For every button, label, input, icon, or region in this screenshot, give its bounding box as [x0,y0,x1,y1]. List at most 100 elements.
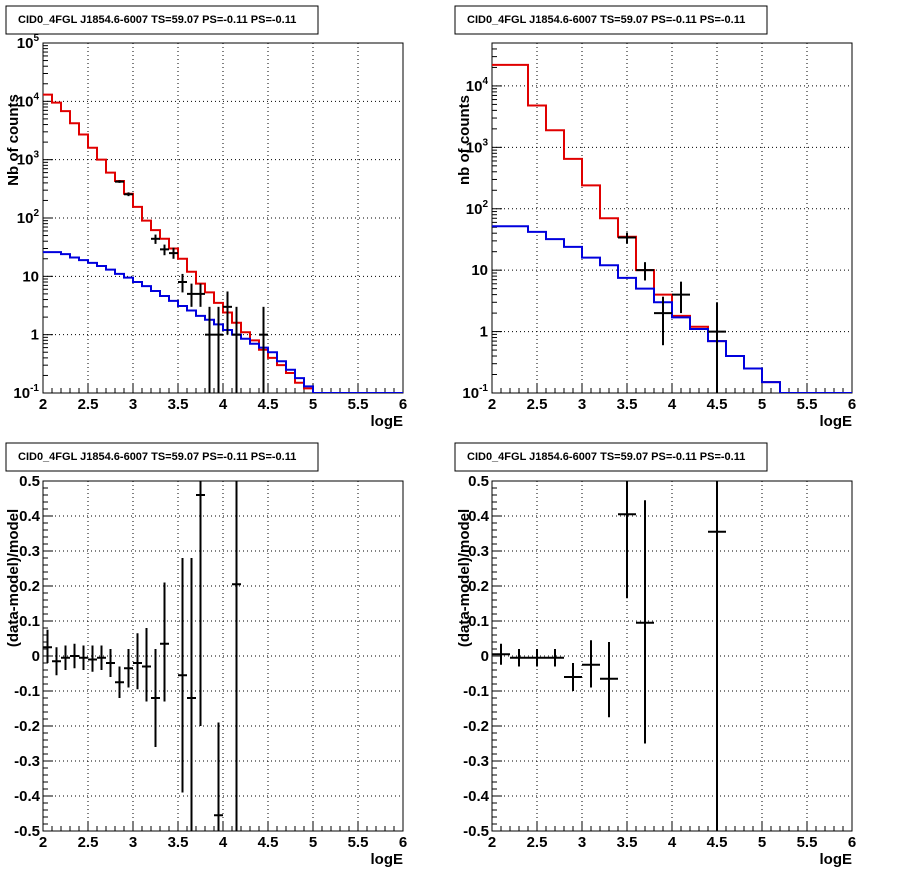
y-tick-label: 0.5 [19,473,40,490]
data-point [232,481,241,831]
x-axis-title: logE [371,851,404,868]
data-point [708,302,726,393]
y-axis-title: nb of counts [456,95,473,185]
x-tick-label: 3.5 [617,834,638,851]
data-points [618,232,726,393]
x-tick-label: 4.5 [258,396,279,413]
y-axis-title: (data-model)/model [456,509,473,647]
y-tick-label: 10-1 [13,383,39,402]
y-tick-label: 0.5 [468,473,489,490]
y-tick-label: 0 [481,648,489,665]
chart-title: CID0_4FGL J1854.6-6007 TS=59.07 PS=-0.11… [18,451,296,463]
data-point [636,262,654,281]
data-point [70,643,79,669]
data-point [636,500,654,744]
x-tick-label: 2 [488,834,496,851]
grid [492,43,852,393]
x-tick-label: 5 [758,834,766,851]
y-tick-label: -0.5 [463,823,489,840]
data-point [510,649,528,667]
grid [43,43,403,393]
data-point [142,628,151,702]
x-tick-label: 2 [39,396,47,413]
x-tick-label: 2 [39,834,47,851]
y-tick-label-base: 10 [13,385,30,402]
data-point [492,643,510,665]
data-point [187,558,196,831]
data-point [88,645,97,672]
y-tick-label-exponent: 3 [482,137,488,148]
y-tick-label: -0.1 [463,683,489,700]
data-point [232,306,241,393]
y-tick-label-base: 10 [17,93,34,110]
x-tick-label: 6 [848,396,856,413]
y-tick-label-base: 10 [17,35,34,52]
chart-panel-3: 2 2.5 3 3.5 4 4.5 5 5.5 6 -0.5 -0.4 -0.3 -0.2 -0.1 0 0.… [5,442,407,868]
y-axis-title: (data-model)/model [5,509,22,647]
data-point [618,481,636,599]
y-tick-label: 10 [22,268,39,285]
y-tick-label: 103 [17,150,40,169]
chart-title: CID0_4FGL J1854.6-6007 TS=59.07 PS=-0.11… [18,14,296,26]
y-axis-ticks [43,480,53,832]
x-tick-label: 3 [578,396,586,413]
x-axis-title: logE [820,413,853,430]
y-tick-label: 102 [466,199,489,218]
grid [492,481,852,831]
data-point [546,649,564,667]
y-tick-label: -0.1 [14,683,40,700]
data-point [205,306,214,393]
y-tick-label: 0.4 [468,508,490,525]
y-tick-label: 1 [480,324,488,341]
y-tick-label-base: 10 [17,152,34,169]
y-tick-label: 103 [466,137,489,156]
x-tick-label: 3 [578,834,586,851]
title-box [5,5,319,35]
x-tick-label: 4.5 [258,834,279,851]
x-tick-label: 3 [129,834,137,851]
y-tick-label: 10-1 [462,383,488,402]
data-point [115,666,124,698]
y-tick-label: 0.1 [468,613,489,630]
data-point [708,481,726,831]
x-tick-label: 6 [399,834,407,851]
histogram-series-total-model [43,93,403,393]
x-tick-label: 2.5 [527,396,548,413]
x-tick-label: 6 [399,396,407,413]
x-tick-label: 4.5 [707,396,728,413]
x-tick-label: 3.5 [168,834,189,851]
y-tick-label: 104 [17,91,40,110]
x-axis-ticks [42,383,404,393]
data-point [43,629,52,663]
x-tick-label: 4 [219,396,228,413]
data-point [97,645,106,670]
y-tick-label: -0.2 [463,718,489,735]
x-tick-label: 2.5 [78,834,99,851]
y-tick-label: 0.3 [468,543,489,560]
data-point [52,647,61,676]
chart-panel-2: 2 2.5 3 3.5 4 4.5 5 5.5 610-1110102103104logEnb … [454,5,856,430]
x-tick-label: 2.5 [527,834,548,851]
y-tick-label: 0.2 [19,578,40,595]
data-point [106,649,115,677]
y-tick-label-base: 10 [17,210,34,227]
y-tick-label-base: 10 [462,385,479,402]
y-axis-title: Nb of counts [5,94,22,186]
data-point [124,649,133,688]
chart-title: CID0_4FGL J1854.6-6007 TS=59.07 PS=-0.11… [467,451,745,463]
x-tick-label: 2.5 [78,396,99,413]
x-tick-label: 3 [129,396,137,413]
title-box [454,442,768,472]
y-axis-ticks [492,480,502,832]
data-point [169,247,178,259]
x-axis-ticks [42,821,404,831]
chart-panel-1: 2 2.5 3 3.5 4 4.5 5 5.5 610-1110102103104105logE… [5,5,407,430]
data-point [61,645,70,670]
y-tick-label: -0.3 [14,753,40,770]
y-tick-label-exponent: 2 [482,199,488,210]
series-group [43,93,403,393]
x-tick-label: 4 [668,834,677,851]
data-point [133,633,142,690]
x-tick-label: 4.5 [707,834,728,851]
